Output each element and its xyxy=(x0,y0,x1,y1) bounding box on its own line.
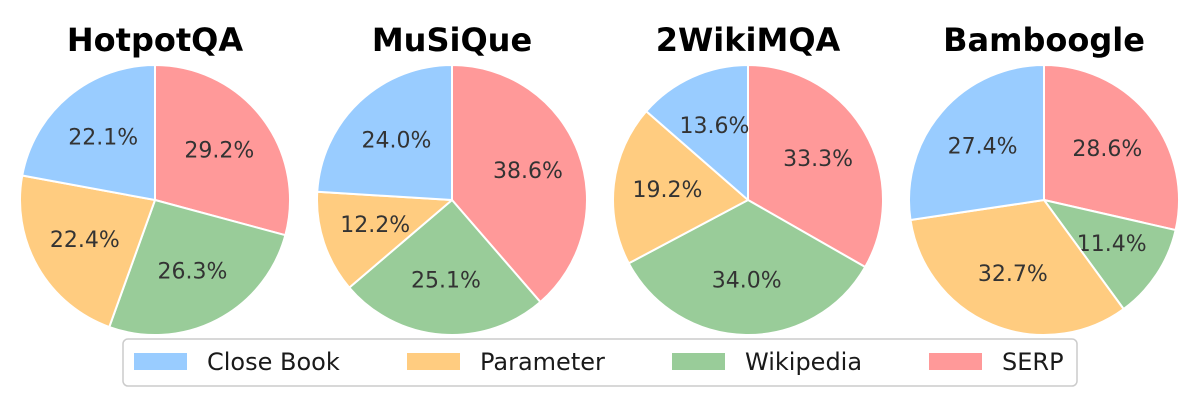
pie-slice-parameter xyxy=(316,190,453,289)
legend-label: SERP xyxy=(1002,348,1064,376)
pie-slice-close-book xyxy=(908,64,1045,222)
legend-item-close-book: Close Book xyxy=(134,348,340,376)
pie-charts: HotpotQA 29.2% 26.3% 22.4% 22.1% MuSiQue 38.6%… xyxy=(19,21,1180,337)
legend-item-wikipedia: Wikipedia xyxy=(672,348,862,376)
slice-label-parameter: 19.2% xyxy=(633,178,703,203)
pie-slice-parameter xyxy=(612,110,749,265)
pie-title: HotpotQA xyxy=(67,21,243,59)
slice-label-wikipedia: 26.3% xyxy=(158,259,228,284)
pie-bamboogle: Bamboogle 28.6% 11.4% 32.7% 27.4% xyxy=(908,21,1180,336)
slice-label-wikipedia: 34.0% xyxy=(712,269,782,294)
pie-slice-serp xyxy=(154,64,291,237)
slice-label-parameter: 12.2% xyxy=(340,213,410,238)
pie-slice-close-book xyxy=(316,64,453,201)
slice-label-serp: 33.3% xyxy=(783,147,853,172)
pie-hotpotqa: HotpotQA 29.2% 26.3% 22.4% 22.1% xyxy=(19,21,291,337)
slice-label-close-book: 13.6% xyxy=(680,114,750,139)
pie-title: Bamboogle xyxy=(943,21,1145,59)
legend: Close Book Parameter Wikipedia SERP xyxy=(122,338,1078,387)
pie-slice-serp xyxy=(451,64,588,304)
pie-slice-close-book xyxy=(21,64,156,201)
pie-title: MuSiQue xyxy=(372,21,532,59)
slice-label-parameter: 22.4% xyxy=(50,228,120,253)
slice-label-wikipedia: 25.1% xyxy=(411,268,481,293)
legend-swatch xyxy=(929,353,982,370)
pie-slice-parameter xyxy=(19,174,156,329)
pie-slice-close-book xyxy=(645,64,749,201)
legend-label: Wikipedia xyxy=(745,348,862,376)
legend-frame xyxy=(122,338,1078,387)
pie-slice-serp xyxy=(747,64,884,269)
pie-slice-wikipedia xyxy=(627,199,867,336)
legend-label: Parameter xyxy=(480,348,605,376)
legend-item-parameter: Parameter xyxy=(407,348,605,376)
slice-label-wikipedia: 11.4% xyxy=(1077,232,1147,257)
pie-musique: MuSiQue 38.6% 25.1% 12.2% 24.0% xyxy=(316,21,588,336)
pie-slice-parameter xyxy=(909,199,1125,336)
slice-label-serp: 28.6% xyxy=(1072,137,1142,162)
legend-swatch xyxy=(407,353,460,370)
slice-label-serp: 29.2% xyxy=(184,138,254,163)
slice-label-serp: 38.6% xyxy=(493,159,563,184)
pie-2wikimqa: 2WikiMQA 33.3% 34.0% 19.2% 13.6% xyxy=(612,21,884,336)
legend-swatch xyxy=(672,353,725,370)
legend-swatch xyxy=(134,353,187,370)
pie-slice-wikipedia xyxy=(1043,199,1177,311)
pie-slice-serp xyxy=(1043,64,1180,232)
slice-label-close-book: 22.1% xyxy=(68,125,138,150)
slice-label-parameter: 32.7% xyxy=(978,262,1048,287)
slice-label-close-book: 24.0% xyxy=(362,129,432,154)
pie-slice-wikipedia xyxy=(348,199,542,336)
slice-label-close-book: 27.4% xyxy=(948,135,1018,160)
legend-label: Close Book xyxy=(207,348,340,376)
pie-slice-wikipedia xyxy=(108,199,287,337)
pie-title: 2WikiMQA xyxy=(656,21,841,59)
legend-item-serp: SERP xyxy=(929,348,1064,376)
